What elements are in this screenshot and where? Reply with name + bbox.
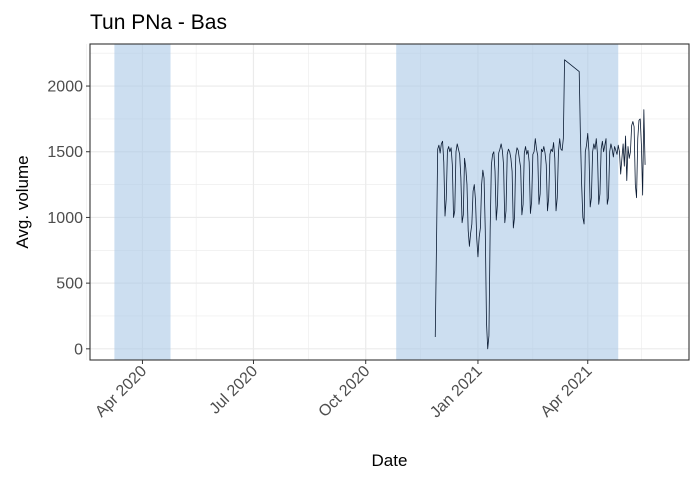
y-axis-title: Avg. volume xyxy=(13,155,32,248)
chart-title: Tun PNa - Bas xyxy=(90,11,227,34)
y-tick-label: 0 xyxy=(74,341,83,358)
x-axis-title: Date xyxy=(372,451,408,470)
shaded-period xyxy=(114,44,171,360)
shaded-period xyxy=(396,44,619,360)
y-tick-label: 1500 xyxy=(47,144,83,161)
y-axis: 0 500 1000 1500 2000 xyxy=(47,79,90,358)
y-tick-label: 1000 xyxy=(47,210,83,227)
shaded-periods xyxy=(114,44,619,360)
plot-panel-border xyxy=(89,43,690,361)
series-line xyxy=(434,59,646,350)
y-tick-label: 2000 xyxy=(47,79,83,96)
y-tick-label: 500 xyxy=(56,276,83,293)
